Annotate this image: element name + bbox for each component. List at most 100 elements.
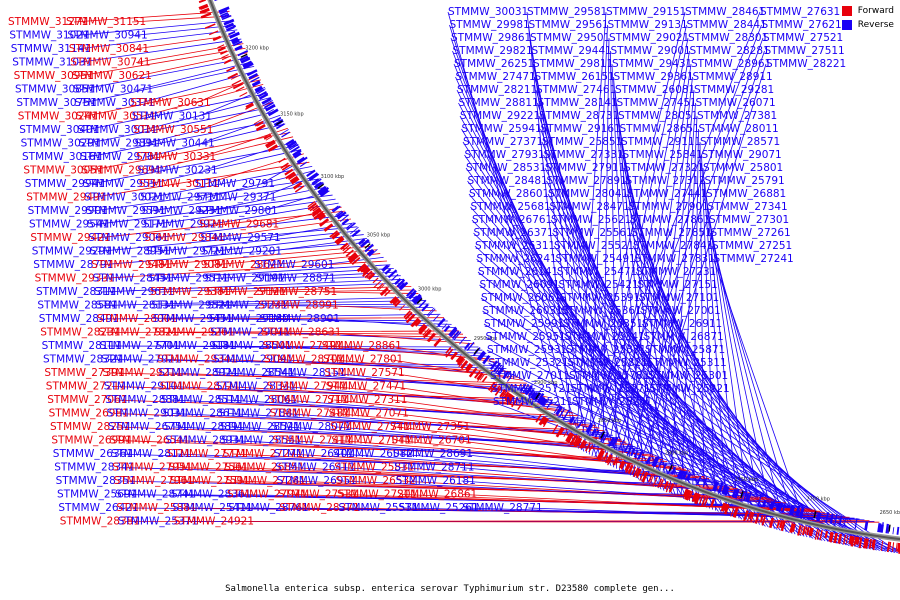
gene-feature bbox=[535, 413, 542, 423]
gene-feature bbox=[687, 474, 692, 482]
gene-label: STMMW_28501 bbox=[212, 340, 292, 352]
gene-feature bbox=[369, 249, 378, 257]
gene-feature bbox=[507, 394, 515, 404]
gene-feature bbox=[862, 538, 866, 549]
gene-label: STMMW_29101 bbox=[104, 381, 184, 393]
gene-feature bbox=[724, 486, 730, 496]
gene-feature bbox=[508, 396, 515, 404]
gene-label: STMMW_28631 bbox=[261, 327, 341, 339]
gene-feature bbox=[272, 116, 282, 124]
gene-feature bbox=[453, 331, 462, 341]
gene-feature bbox=[319, 218, 330, 227]
gene-label: STMMW_29491 bbox=[26, 192, 106, 204]
gene-label: STMMW_26951 bbox=[277, 475, 357, 487]
gene-label: STMMW_29071 bbox=[702, 149, 782, 161]
gene-label: STMMW_29821 bbox=[453, 45, 533, 57]
gene-label: STMMW_25271 bbox=[571, 383, 651, 395]
gene-feature bbox=[880, 540, 884, 552]
gene-label: STMMW_29441 bbox=[532, 45, 612, 57]
label-connector bbox=[680, 115, 698, 498]
label-connector bbox=[556, 271, 817, 540]
gene-label: STMMW_30241 bbox=[18, 111, 98, 123]
gene-feature bbox=[341, 218, 350, 226]
gene-feature bbox=[477, 373, 484, 382]
gene-label: STMMW_29151 bbox=[606, 6, 686, 18]
gene-feature bbox=[262, 98, 272, 105]
gene-feature bbox=[843, 518, 847, 527]
gene-label: STMMW_27001 bbox=[641, 305, 721, 317]
gene-feature bbox=[501, 390, 508, 398]
gene-label: STMMW_27071 bbox=[329, 408, 409, 420]
label-connector bbox=[143, 97, 271, 131]
gene-feature bbox=[696, 475, 702, 485]
gene-feature bbox=[351, 229, 361, 238]
reverse-swatch bbox=[841, 20, 852, 30]
gene-feature bbox=[229, 33, 240, 39]
gene-label: STMMW_27241 bbox=[714, 253, 794, 265]
gene-feature bbox=[896, 526, 900, 535]
gene-feature bbox=[740, 491, 745, 501]
label-connector bbox=[657, 89, 695, 489]
gene-label: STMMW_27461 bbox=[536, 84, 616, 96]
gene-feature bbox=[479, 374, 485, 381]
gene-feature bbox=[868, 539, 872, 549]
gene-feature bbox=[399, 304, 405, 311]
gene-feature bbox=[289, 175, 299, 183]
gene-feature bbox=[199, 7, 210, 14]
gene-feature bbox=[220, 50, 228, 55]
gene-feature bbox=[573, 437, 582, 448]
gene-feature bbox=[806, 526, 810, 536]
gene-feature bbox=[351, 256, 361, 265]
gene-label: STMMW_28351 bbox=[56, 475, 136, 487]
gene-feature bbox=[662, 463, 667, 471]
gene-feature bbox=[895, 542, 898, 552]
gene-label: STMMW_30291 bbox=[21, 138, 101, 150]
gene-feature bbox=[391, 297, 399, 304]
gene-label: STMMW_27711 bbox=[268, 394, 348, 406]
gene-feature bbox=[221, 54, 229, 59]
gene-feature bbox=[281, 164, 291, 171]
gene-label: STMMW_26421 bbox=[58, 502, 138, 514]
gene-feature bbox=[450, 351, 458, 360]
gene-label: STMMW_27831 bbox=[635, 253, 715, 265]
gene-feature bbox=[412, 318, 420, 327]
label-connector bbox=[144, 110, 278, 144]
gene-label: STMMW_26911 bbox=[642, 318, 722, 330]
gene-feature bbox=[541, 398, 548, 407]
gene-label: STMMW_25871 bbox=[645, 344, 725, 356]
gene-feature bbox=[582, 441, 588, 449]
label-connector bbox=[85, 92, 269, 131]
gene-feature bbox=[630, 448, 636, 457]
gene-feature bbox=[572, 416, 578, 425]
gene-feature bbox=[594, 429, 600, 438]
gene-feature bbox=[267, 108, 279, 117]
label-connector bbox=[136, 43, 244, 63]
gene-feature bbox=[220, 12, 229, 17]
gene-feature bbox=[308, 172, 319, 181]
gene-feature bbox=[795, 505, 801, 517]
gene-feature bbox=[256, 122, 264, 127]
gene-feature bbox=[245, 102, 254, 109]
label-connector bbox=[108, 359, 503, 366]
gene-feature bbox=[422, 329, 432, 339]
gene-feature bbox=[411, 295, 418, 302]
label-connector bbox=[100, 260, 387, 279]
gene-label: STMMW_28751 bbox=[257, 286, 337, 298]
gene-label: STMMW_29191 bbox=[205, 273, 285, 285]
gene-label: STMMW_26371 bbox=[474, 227, 554, 239]
gene-label: STMMW_27821 bbox=[98, 327, 178, 339]
gene-label: STMMW_28881 bbox=[105, 394, 185, 406]
gene-feature bbox=[345, 249, 354, 257]
gene-label: STMMW_25301 bbox=[648, 370, 728, 382]
gene-label: STMMW_29201 bbox=[202, 246, 282, 258]
gene-feature bbox=[542, 418, 549, 428]
gene-feature bbox=[290, 145, 300, 153]
gene-feature bbox=[529, 391, 537, 400]
gene-feature bbox=[418, 323, 426, 332]
gene-label: STMMW_26081 bbox=[615, 84, 695, 96]
label-connector bbox=[76, 29, 238, 50]
tick-label: 2800 kbp bbox=[665, 451, 689, 457]
gene-feature bbox=[710, 498, 715, 507]
gene-label: STMMW_28451 bbox=[93, 273, 173, 285]
gene-feature bbox=[455, 355, 463, 364]
